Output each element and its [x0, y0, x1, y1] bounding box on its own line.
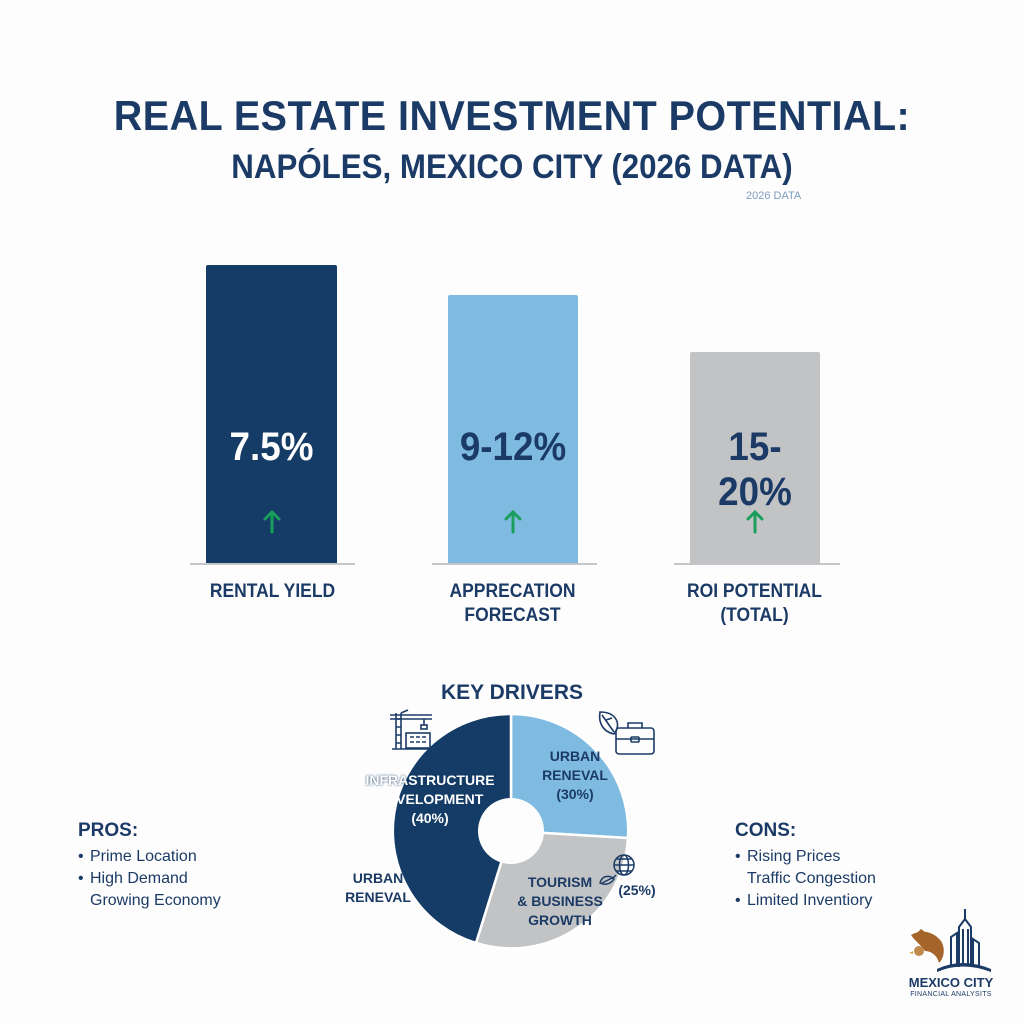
- eagle-skyscraper-icon: [909, 909, 991, 972]
- pie-label-line: GROWTH: [528, 912, 592, 928]
- cons-item: Traffic Congestion: [735, 868, 876, 890]
- logo-subtitle: FINANCIAL ANALYSITS: [910, 991, 992, 998]
- pie-label-line: RENEVAL: [345, 889, 411, 905]
- pros-item-text: High Demand: [90, 870, 188, 887]
- pie-label-pct: (25%): [618, 882, 656, 898]
- bar-label-line: ROI POTENTIAL: [686, 581, 822, 602]
- bar-label-line: FORECAST: [464, 605, 561, 626]
- bar-label-roi-potential: ROI POTENTIAL (TOTAL): [669, 580, 839, 628]
- bullet: •: [78, 870, 84, 887]
- pie-segment-urban-renewal: [509, 712, 630, 840]
- bullet: •: [78, 848, 84, 865]
- bullet: •: [735, 892, 741, 909]
- up-arrow-icon: [746, 509, 764, 534]
- pros-item-text: Growing Economy: [90, 892, 221, 909]
- pie-segment-infrastructure: [391, 712, 513, 945]
- bar-label-rental-yield: RENTAL YIELD: [187, 580, 357, 604]
- pie-label-line: TOURISM: [527, 874, 593, 890]
- bullet: •: [735, 848, 741, 865]
- pros-title: PROS:: [78, 820, 139, 841]
- bar-baseline: [190, 563, 355, 565]
- leaf-briefcase-icon: [598, 711, 655, 755]
- key-drivers-title: KEY DRIVERS: [441, 681, 583, 704]
- bar-rental-yield: 7.5%: [206, 265, 337, 564]
- pie-label-line: RENEVAL: [542, 767, 608, 783]
- donut-hole: [478, 798, 544, 864]
- cons-list: • Rising Prices Traffic Congestion • Limit…: [735, 846, 876, 912]
- pros-list: • Prime Location • High Demand Growing Eco…: [78, 846, 221, 912]
- pie-label-pct: (30%): [556, 786, 594, 802]
- page-subtitle: NAPÓLES, MEXICO CITY (2026 DATA): [231, 148, 793, 186]
- construction-crane-icon: [390, 709, 434, 750]
- data-year-caption: 2026 DATA: [746, 190, 802, 202]
- pros-item-text: Prime Location: [90, 848, 197, 865]
- page-title: REAL ESTATE INVESTMENT POTENTIAL:: [113, 92, 911, 139]
- pie-label-urban-renewal: URBAN RENEVAL (30%): [525, 747, 625, 804]
- pie-label-infrastructure: INFRASTRUCTURE DEVELOPMENT (40%): [355, 771, 505, 828]
- pros-item: • Prime Location: [78, 846, 221, 868]
- pie-label-line: URBAN: [549, 748, 601, 764]
- bar-appreciation-forecast: 9-12%: [448, 295, 578, 564]
- bar-label-line: APPRECATION: [449, 581, 576, 602]
- logo-title: MEXICO CITY: [908, 975, 994, 990]
- cons-item-text: Rising Prices: [747, 848, 841, 865]
- cons-item-text: Traffic Congestion: [747, 870, 876, 887]
- bar-value: 7.5%: [229, 425, 314, 469]
- cons-section: CONS: • Rising Prices Traffic Congestion …: [735, 820, 876, 912]
- pros-item: • High Demand: [78, 868, 221, 890]
- pie-label-line: INFRASTRUCTURE: [365, 772, 495, 788]
- pie-label-line: DEVELOPMENT: [376, 791, 484, 807]
- pros-item: Growing Economy: [78, 890, 221, 912]
- bar-value: 15-20%: [718, 425, 792, 514]
- cons-title: CONS:: [735, 820, 797, 841]
- pie-label-tourism-pct: (25%): [612, 881, 662, 900]
- globe-leaf-icon: [599, 854, 635, 885]
- bar-label-line: (TOTAL): [720, 605, 789, 626]
- pie-label-line: & BUSINESS: [517, 893, 603, 909]
- pie-label-urban-renewal-extra: URBAN RENEVAL: [338, 869, 418, 907]
- up-arrow-icon: [504, 509, 522, 534]
- pie-label-tourism-business: TOURISM & BUSINESS GROWTH: [505, 873, 615, 930]
- bar-baseline: [432, 563, 597, 565]
- bar-value: 9-12%: [459, 425, 567, 469]
- bar-baseline: [674, 563, 840, 565]
- cons-item: • Limited Inventiory: [735, 890, 876, 912]
- bar-label-line: RENTAL YIELD: [209, 581, 336, 602]
- pros-section: PROS: • Prime Location • High Demand Growi…: [78, 820, 221, 912]
- pie-label-line: URBAN: [352, 870, 404, 886]
- cons-item: • Rising Prices: [735, 846, 876, 868]
- bar-label-appreciation-forecast: APPRECATION FORECAST: [427, 580, 597, 628]
- cons-item-text: Limited Inventiory: [747, 892, 873, 909]
- up-arrow-icon: [263, 509, 280, 534]
- pie-label-pct: (40%): [411, 810, 449, 826]
- bar-roi-potential: 15-20%: [690, 352, 820, 564]
